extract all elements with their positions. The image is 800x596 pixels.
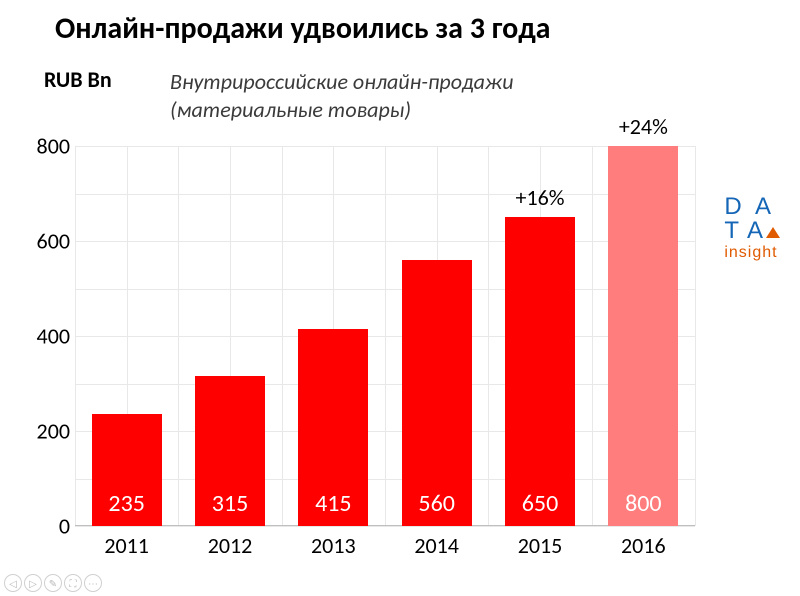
y-tick-label: 600 <box>37 228 70 255</box>
y-tick-label: 0 <box>59 513 70 540</box>
bar: 315 <box>195 376 265 526</box>
footer-controls: ◁▷✎⛶⋯ <box>4 574 102 592</box>
page-title: Онлайн-продажи удвоились за 3 года <box>55 10 550 47</box>
pen-button[interactable]: ✎ <box>44 574 62 592</box>
bar: 235 <box>92 414 162 526</box>
bar: 650 <box>505 217 575 526</box>
x-tick-label: 2013 <box>311 532 356 559</box>
chart-area: 0200400600800 235315415560+16%650+24%800… <box>75 146 695 526</box>
y-tick-label: 200 <box>37 418 70 445</box>
x-tick-label: 2011 <box>104 532 149 559</box>
logo-line-2: insight <box>724 245 780 261</box>
slide-next-button[interactable]: ▷ <box>24 574 42 592</box>
bar: 415 <box>298 329 368 526</box>
x-tick-label: 2016 <box>621 532 666 559</box>
y-tick-label: 400 <box>37 323 70 350</box>
x-tick-label: 2015 <box>518 532 563 559</box>
bar: 560 <box>402 260 472 526</box>
logo-line-1: D ATA <box>724 195 780 243</box>
bar-growth-label: +16% <box>505 184 575 211</box>
bar-value-label: 415 <box>298 489 368 518</box>
chart-bars: 235315415560+16%650+24%800 <box>75 146 695 526</box>
bar-value-label: 560 <box>402 489 472 518</box>
bar-value-label: 650 <box>505 489 575 518</box>
x-axis-labels: 2011 2012 2013 2014 2015 2016 <box>75 526 695 556</box>
bar-value-label: 315 <box>195 489 265 518</box>
more-button[interactable]: ⋯ <box>84 574 102 592</box>
bar-value-label: 800 <box>608 489 678 518</box>
y-tick-label: 800 <box>37 133 70 160</box>
chart-subtitle: Внутрироссийские онлайн-продажи (материа… <box>170 68 514 123</box>
data-insight-logo: D ATA insight <box>724 195 780 261</box>
fullscreen-button[interactable]: ⛶ <box>64 574 82 592</box>
bar: 800 <box>608 146 678 526</box>
y-axis-labels: 0200400600800 <box>25 146 70 526</box>
x-tick-label: 2014 <box>414 532 459 559</box>
bar-value-label: 235 <box>92 489 162 518</box>
x-tick-label: 2012 <box>208 532 253 559</box>
slide-prev-button[interactable]: ◁ <box>4 574 22 592</box>
bar-growth-label: +24% <box>608 113 678 140</box>
y-axis-title: RUB Bn <box>44 66 112 93</box>
